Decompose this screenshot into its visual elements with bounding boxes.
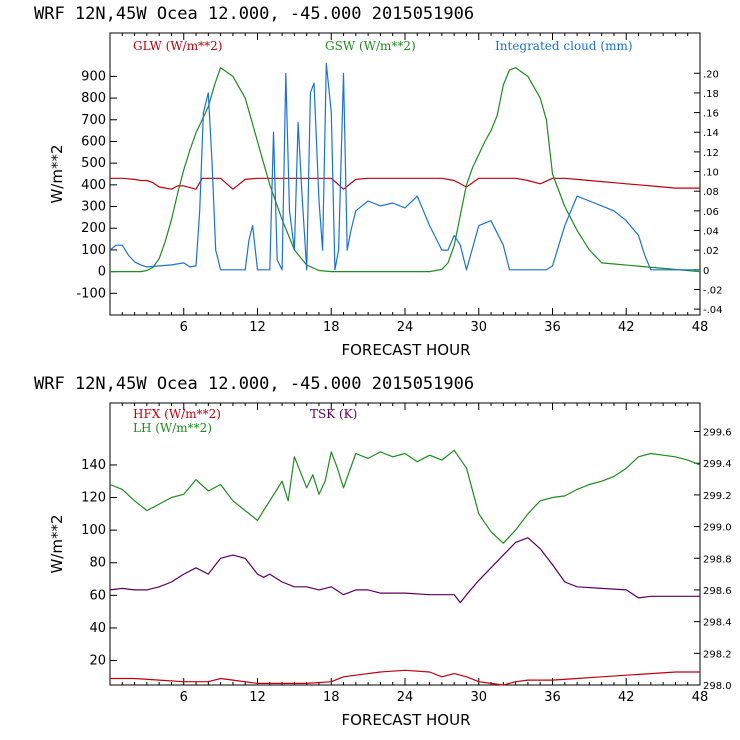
bottom-series-tsk-line (109, 537, 700, 604)
top-legend-cloud: Integrated cloud (mm) (495, 39, 633, 53)
bottom-y-axis-label: W/m**2 (48, 514, 66, 573)
bottom-x-tick-label: 6 (180, 690, 188, 705)
bottom-chart-header: WRF 12N,45W Ocea 12.000, -45.000 2015051… (34, 374, 474, 394)
top-series-integrated-line (109, 62, 700, 271)
top-x-tick-label: 48 (692, 320, 709, 335)
bottom-y2-tick-label: 299.6 (703, 428, 732, 439)
top-y2-tick-label: .08 (703, 187, 719, 198)
top-y2-tick-label: .10 (703, 168, 719, 179)
bottom-x-tick-label: 36 (544, 690, 561, 705)
bottom-series-lines (109, 449, 701, 686)
top-x-ticks: 6 12 18 24 30 36 42 48 (121, 33, 709, 335)
bottom-y-tick-label: 100 (81, 523, 106, 538)
top-y2-tick-label: -.04 (703, 305, 723, 316)
bottom-legend-tsk: TSK (K) (310, 407, 357, 421)
top-y-tick-label: 400 (81, 178, 106, 193)
top-y2-tick-label: .12 (703, 148, 719, 159)
bottom-y2-tick-label: 298.6 (703, 586, 732, 597)
top-y-axis-label: W/m**2 (48, 144, 66, 203)
top-y-tick-label: 0 (98, 265, 106, 280)
bottom-y2-ticks: 298.0 298.2 298.4 298.6 298.8 299.0 299.2 299.4… (694, 428, 732, 692)
top-plot-frame (109, 32, 701, 316)
top-x-axis-label: FORECAST HOUR (341, 341, 470, 359)
top-y2-tick-label: .20 (703, 69, 719, 80)
top-y-tick-label: -100 (76, 286, 106, 301)
bottom-series-lh-line (109, 449, 701, 544)
bottom-y2-tick-label: 298.4 (703, 618, 732, 629)
bottom-x-tick-label: 18 (323, 690, 340, 705)
top-y-tick-label: 900 (81, 69, 106, 84)
bottom-y-tick-label: 80 (89, 556, 106, 571)
bottom-x-tick-label: 42 (618, 690, 635, 705)
top-y2-tick-label: 0 (703, 266, 709, 277)
top-y2-tick-label: .18 (703, 89, 719, 100)
top-chart-header: WRF 12N,45W Ocea 12.000, -45.000 2015051… (34, 4, 474, 24)
top-x-tick-label: 12 (249, 320, 266, 335)
top-y-tick-label: 800 (81, 91, 106, 106)
top-y2-tick-label: .14 (703, 128, 719, 139)
top-y2-tick-label: .06 (703, 207, 719, 218)
top-y2-tick-label: .04 (703, 226, 719, 237)
bottom-y-ticks: 20 40 60 80 100 120 140 (81, 458, 117, 669)
bottom-x-tick-label: 48 (692, 690, 709, 705)
bottom-x-axis-label: FORECAST HOUR (341, 711, 470, 729)
bottom-y-tick-label: 140 (81, 458, 106, 473)
bottom-legend-hfx: HFX (W/m**2) (133, 407, 221, 421)
bottom-y2-tick-label: 299.0 (703, 523, 732, 534)
bottom-y2-tick-label: 299.4 (703, 459, 732, 470)
top-series-gsw-line (110, 67, 701, 273)
bottom-y-tick-label: 20 (89, 654, 106, 669)
top-y-tick-label: 500 (81, 156, 106, 171)
top-y-tick-label: 700 (81, 113, 106, 128)
top-series-lines (109, 62, 701, 273)
top-x-tick-label: 30 (470, 320, 487, 335)
top-y-tick-label: 100 (81, 243, 106, 258)
bottom-x-tick-label: 30 (470, 690, 487, 705)
top-series-glw-line (110, 177, 700, 190)
bottom-plot-frame (109, 402, 701, 686)
top-x-tick-label: 6 (180, 320, 188, 335)
top-x-tick-label: 18 (323, 320, 340, 335)
top-x-tick-label: 36 (544, 320, 561, 335)
bottom-x-ticks: 6 12 18 24 30 36 42 48 (121, 403, 709, 705)
top-y-tick-label: 200 (81, 221, 106, 236)
top-x-tick-label: 42 (618, 320, 635, 335)
top-y-ticks: -100 0 100 200 300 400 500 600 700 800 900 (76, 69, 117, 301)
top-y-tick-label: 300 (81, 200, 106, 215)
bottom-y-tick-label: 120 (81, 491, 106, 506)
top-y2-tick-label: .02 (703, 246, 719, 257)
bottom-x-tick-label: 24 (397, 690, 414, 705)
top-y2-tick-label: .16 (703, 109, 719, 120)
bottom-y-tick-label: 60 (89, 588, 106, 603)
bottom-y2-tick-label: 298.0 (703, 681, 732, 692)
bottom-x-tick-label: 12 (249, 690, 266, 705)
top-x-tick-label: 24 (397, 320, 414, 335)
bottom-y2-tick-label: 299.2 (703, 491, 732, 502)
bottom-y2-tick-label: 298.8 (703, 554, 732, 565)
top-legend-gsw: GSW (W/m**2) (325, 39, 416, 53)
bottom-y-tick-label: 40 (89, 621, 106, 636)
bottom-y2-tick-label: 298.2 (703, 649, 732, 660)
bottom-legend-lh: LH (W/m**2) (133, 421, 212, 435)
top-y-tick-label: 600 (81, 134, 106, 149)
top-y2-tick-label: -.02 (703, 285, 723, 296)
top-y2-ticks: -.04 -.02 0 .02 .04 .06 .08 .10 .12 .14 .16 .18 .20 (694, 69, 723, 316)
top-legend-glw: GLW (W/m**2) (133, 39, 222, 53)
bottom-series-hfx-line (110, 669, 700, 686)
